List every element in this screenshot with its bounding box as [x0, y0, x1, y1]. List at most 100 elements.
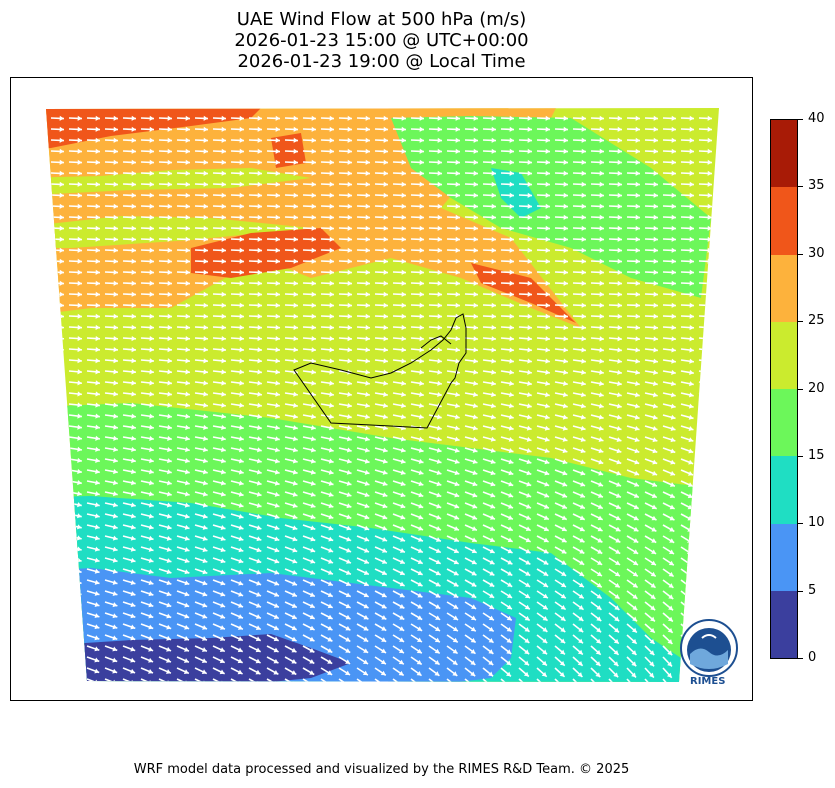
wind-arrow-head	[202, 613, 208, 619]
wind-arrow-head	[221, 447, 226, 453]
wind-arrow-head	[292, 536, 298, 542]
wind-arrow-head	[167, 402, 172, 408]
wind-arrow-head	[527, 137, 532, 143]
wind-arrow-head	[563, 313, 568, 319]
wind-arrow-head	[345, 614, 351, 620]
wind-arrow-head	[651, 493, 657, 498]
wind-arrow-head	[327, 625, 333, 631]
wind-arrow-head	[544, 481, 550, 487]
wind-arrow	[374, 678, 387, 682]
wind-arrow-head	[472, 481, 478, 487]
wind-arrow-head	[365, 347, 370, 353]
wind-arrow-head	[363, 614, 369, 620]
wind-arrow-head	[77, 513, 82, 519]
wind-arrow-head	[347, 291, 352, 297]
colorbar-tick	[798, 253, 803, 255]
wind-arrow-head	[380, 659, 386, 665]
wind-arrow-head	[95, 402, 100, 408]
wind-arrow-head	[293, 225, 298, 231]
wind-arrow-head	[400, 492, 406, 498]
wind-arrow-head	[527, 192, 532, 198]
wind-arrow-head	[580, 481, 586, 487]
wind-arrow-head	[599, 313, 604, 319]
wind-arrow-head	[112, 524, 118, 530]
wind-arrow-head	[508, 503, 514, 509]
wind-arrow-head	[689, 192, 694, 198]
wind-arrow-head	[418, 492, 424, 498]
wind-arrow-head	[598, 459, 604, 465]
wind-arrow-head	[237, 658, 243, 664]
wind-arrow-head	[562, 448, 568, 454]
wind-arrow-head	[201, 647, 207, 652]
wind-arrow-head	[311, 192, 316, 198]
wind-arrow-head	[653, 280, 658, 286]
wind-arrow-head	[293, 126, 298, 132]
wind-arrow-head	[185, 391, 190, 397]
wind-arrow-head	[542, 683, 547, 688]
wind-arrow-head	[383, 137, 388, 143]
wind-arrow-head	[580, 459, 586, 465]
wind-arrow-head	[311, 414, 316, 420]
wind-arrow-head	[436, 447, 442, 453]
wind-arrow-head	[689, 236, 694, 242]
wind-arrow-head	[131, 347, 136, 353]
wind-arrow-head	[580, 425, 586, 431]
wind-arrow-head	[706, 392, 712, 398]
wind-arrow	[410, 678, 422, 682]
wind-arrow-head	[667, 627, 673, 633]
wind-arrow-head	[328, 436, 334, 442]
wind-arrow-head	[527, 336, 532, 342]
wind-arrow-head	[508, 470, 514, 476]
wind-arrow-head	[561, 515, 567, 521]
wind-arrow-head	[148, 524, 154, 530]
wind-arrow-head	[599, 392, 604, 398]
wind-arrow-head	[363, 659, 369, 664]
wind-arrow-head	[309, 659, 315, 664]
wind-arrow-head	[148, 557, 154, 563]
wind-arrow-head	[365, 358, 370, 364]
wind-arrow-head	[599, 148, 604, 154]
wind-arrow-head	[166, 591, 172, 597]
wind-arrow-head	[633, 526, 639, 532]
wind-arrow-head	[671, 280, 676, 286]
wind-arrow-head	[59, 369, 64, 375]
wind-arrow-head	[599, 358, 604, 364]
wind-arrow-head	[633, 538, 639, 543]
wind-arrow-head	[274, 458, 280, 464]
wind-arrow-head	[113, 236, 118, 242]
wind-arrow-head	[167, 324, 172, 331]
wind-arrow-head	[113, 402, 118, 408]
wind-arrow-head	[365, 269, 370, 275]
wind-arrow-head	[417, 592, 423, 598]
wind-arrow-head	[131, 203, 136, 209]
wind-arrow-head	[76, 646, 82, 652]
wind-arrow-head	[275, 291, 280, 297]
wind-arrow-head	[472, 425, 478, 431]
wind-arrow-head	[149, 313, 154, 319]
wind-arrow-head	[491, 247, 496, 253]
wind-arrow-head	[491, 302, 496, 308]
wind-arrow-head	[113, 480, 118, 486]
wind-arrow-head	[59, 148, 64, 154]
wind-arrow-head	[509, 269, 514, 275]
wind-arrow-head	[490, 492, 496, 498]
wind-arrow	[68, 612, 82, 618]
wind-arrow-head	[221, 424, 226, 431]
wind-arrow-head	[545, 247, 550, 253]
wind-arrow-head	[184, 580, 190, 586]
wind-arrow-head	[652, 392, 658, 398]
wind-arrow-head	[273, 681, 279, 682]
wind-arrow-head	[203, 380, 208, 386]
wind-arrow-head	[613, 661, 619, 667]
wind-arrow-head	[473, 336, 478, 342]
wind-arrow-head	[653, 159, 658, 165]
wind-arrow-head	[149, 115, 154, 121]
wind-arrow-head	[401, 214, 406, 220]
wind-arrow-head	[653, 137, 658, 143]
wind-arrow-head	[400, 503, 406, 509]
wind-arrow-head	[489, 593, 495, 598]
wind-arrow	[68, 656, 82, 662]
wind-arrow-head	[401, 269, 406, 275]
wind-arrow-head	[653, 148, 658, 154]
wind-arrow-head	[398, 659, 404, 665]
